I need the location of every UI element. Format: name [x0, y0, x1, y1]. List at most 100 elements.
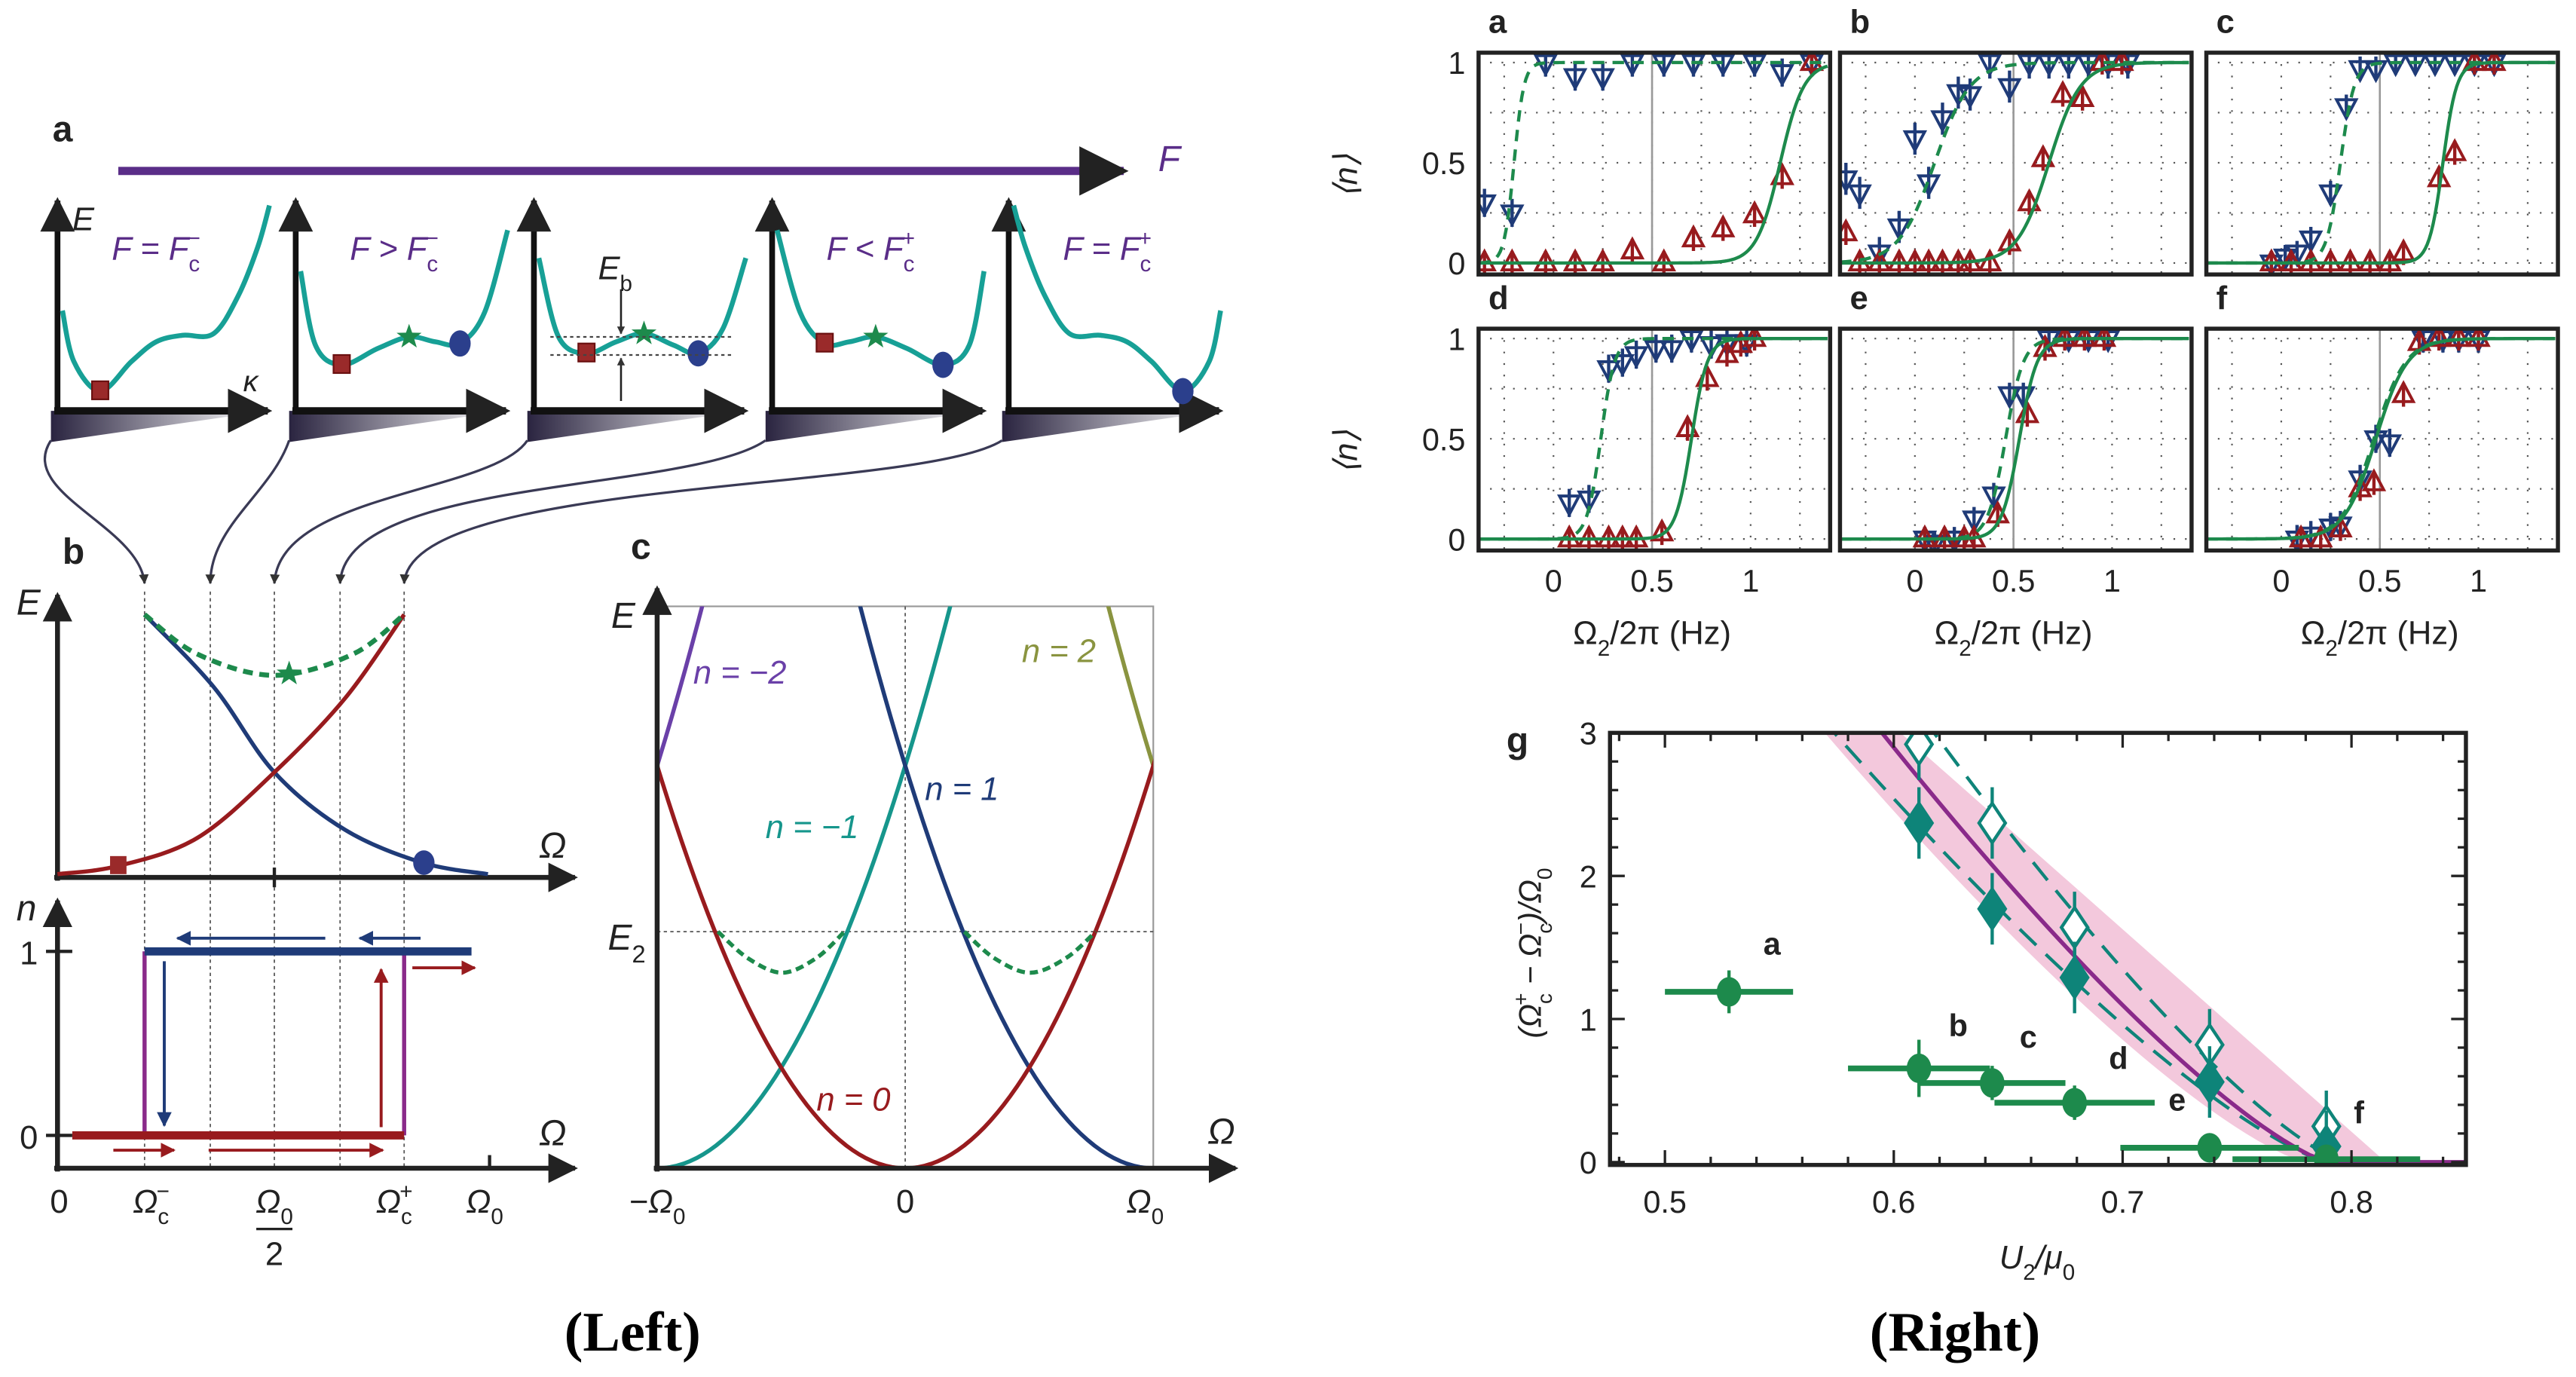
x-tick-label: 1 — [1742, 564, 1759, 598]
triangle-down-marker — [2383, 54, 2408, 78]
triangle-up-marker — [2308, 524, 2333, 548]
text-part: F < F — [826, 231, 904, 268]
barrier-curve — [962, 930, 1097, 975]
panel-a-label: a — [53, 110, 73, 150]
triangle-down-marker — [1902, 130, 1928, 154]
y-tick-label: 0 — [1448, 522, 1465, 557]
blue-branch-curve — [142, 613, 488, 877]
triangle-down-marker — [1681, 54, 1706, 78]
text-part: 2 — [1598, 636, 1610, 661]
open-diamond-marker — [1977, 800, 2008, 846]
triangle-up-marker — [2466, 329, 2491, 347]
right-caption: (Right) — [1870, 1302, 2040, 1363]
omega-tick-label: Ω0 — [466, 1184, 503, 1229]
y-axis-label: (Ωc+ − Ωc−)/Ω0 — [1509, 868, 1556, 1038]
energy-label: E — [72, 201, 95, 237]
panel-c-label: c — [631, 527, 651, 567]
triangle-down-marker — [2422, 54, 2448, 78]
label-n-minus1: n = −1 — [766, 809, 859, 846]
shading-wedge — [527, 411, 745, 442]
potential-curve — [1011, 204, 1223, 394]
potential-subpanel: F = Fc+ — [991, 197, 1224, 442]
triangle-down-marker — [1556, 494, 1582, 518]
x-tick-label: 0.7 — [2101, 1185, 2145, 1219]
triangle-down-marker — [2318, 184, 2343, 208]
y-tick-label: 2 — [1580, 859, 1597, 894]
filled-diamond-marker — [1977, 886, 2008, 932]
text-part: 0 — [896, 1184, 914, 1220]
text-part: F = F — [1063, 231, 1141, 268]
label-n-1: n = 1 — [925, 772, 999, 808]
x-tick-label: 0 — [2272, 564, 2290, 598]
filled-diamond-marker — [2194, 1059, 2225, 1105]
text-part: −Ω — [629, 1184, 673, 1220]
panel-label: a — [1488, 5, 1507, 41]
text-part: Ω — [466, 1184, 491, 1220]
triangle-up-marker — [2446, 329, 2471, 347]
text-part: 0 — [1533, 868, 1556, 880]
triangle-up-marker — [1620, 236, 1645, 260]
panel-label: b — [1850, 5, 1871, 41]
star-marker-icon — [863, 323, 889, 348]
triangle-down-marker — [1710, 54, 1736, 78]
triangle-up-marker — [1742, 200, 1767, 224]
shading-wedge — [1002, 411, 1219, 442]
triangle-down-marker — [2348, 60, 2373, 84]
data-layer — [2206, 52, 2556, 275]
triangle-down-marker — [2442, 54, 2467, 78]
condition-label: F < Fc+ — [826, 226, 915, 277]
text-part: U — [1999, 1240, 2024, 1276]
x-axis-label: U2/μ0 — [1999, 1240, 2075, 1285]
x-tick-label: 0.5 — [1992, 564, 2036, 598]
barrier-curve — [142, 612, 406, 678]
theory-dashed-curve — [1832, 733, 2330, 1164]
circle-marker-icon — [1172, 378, 1194, 405]
panel-label: d — [1488, 280, 1509, 317]
text-part: − Ω — [1513, 934, 1548, 993]
triangle-down-marker — [1651, 54, 1676, 78]
triangle-up-marker — [2318, 248, 2343, 272]
triangle-up-marker — [2278, 248, 2304, 272]
shading-wedge — [50, 411, 268, 442]
triangle-up-marker — [1867, 248, 1892, 272]
triangle-up-marker — [2426, 329, 2452, 347]
point-label: f — [2354, 1096, 2364, 1131]
triangle-up-marker — [1916, 248, 1941, 272]
text-part: /2π (Hz) — [1972, 616, 2093, 652]
triangle-up-marker — [2361, 468, 2387, 491]
point-label: c — [2020, 1020, 2037, 1054]
text-part: 0 — [1152, 1204, 1164, 1229]
n-label: n — [17, 889, 37, 929]
potential-subpanel: F < Fc+ — [754, 197, 987, 442]
triangle-down-marker — [1742, 54, 1767, 78]
text-part: c — [188, 252, 200, 277]
triangle-down-marker — [2036, 54, 2061, 78]
condition-label: F = Fc− — [112, 226, 200, 277]
plot-frame — [1476, 326, 1833, 553]
triangle-down-marker — [1577, 490, 1602, 514]
n-tick-1: 1 — [20, 936, 38, 972]
up-sweep-fit-curve — [1478, 64, 1828, 265]
x-axis-label: Ω2/2π (Hz) — [1573, 616, 1731, 661]
text-part: − — [426, 226, 439, 251]
down-sweep-fit-curve — [1840, 337, 2189, 541]
triangle-down-marker — [1997, 78, 2022, 102]
triangle-down-marker — [1644, 340, 1669, 363]
text-part: Ω — [133, 1184, 158, 1220]
fraction-denominator: 2 — [265, 1237, 283, 1273]
panel-label: e — [1850, 280, 1868, 317]
x-tick-label: 1 — [2470, 564, 2487, 598]
plot-frame — [2204, 50, 2560, 277]
x-tick-label: 0.6 — [1872, 1185, 1916, 1219]
hysteresis-panel-b: b — [1837, 5, 2194, 277]
barrier-curve — [716, 930, 846, 975]
x-tick-label: 0.5 — [2358, 564, 2402, 598]
panel-label: g — [1507, 721, 1528, 761]
label-n-minus2: n = −2 — [693, 655, 787, 691]
triangle-down-marker — [1941, 531, 1967, 551]
text-part: 0 — [280, 1204, 292, 1229]
omega-tick-label: Ω0 — [255, 1184, 293, 1229]
filled-diamond-marker — [1904, 800, 1935, 846]
